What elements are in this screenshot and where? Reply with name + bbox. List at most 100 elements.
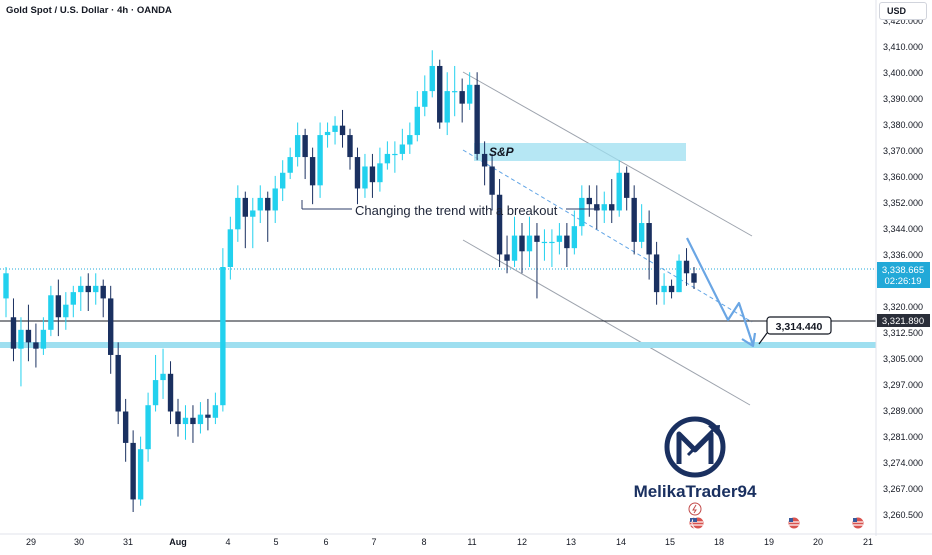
candle: [287, 147, 293, 180]
candle: [624, 166, 630, 211]
y-tick-label: 3,274.000: [883, 458, 923, 468]
candle: [511, 216, 518, 267]
candle: [579, 185, 585, 236]
candle: [18, 317, 24, 387]
trend-note: Changing the trend with a breakout: [355, 203, 558, 218]
candle: [145, 392, 151, 462]
lightning-icon[interactable]: [688, 502, 702, 516]
candle: [481, 141, 488, 186]
price-badges: 3,338.665 02:26:19 3,321.890: [877, 262, 930, 327]
x-tick-label: 13: [566, 537, 576, 547]
candle: [40, 317, 47, 355]
level-price-badge: [877, 314, 930, 327]
y-tick-label: 3,281.000: [883, 432, 923, 442]
candle: [399, 128, 406, 161]
candle: [362, 153, 368, 198]
candle: [429, 50, 435, 98]
candle: [638, 204, 645, 249]
candle: [691, 267, 697, 289]
candle: [676, 254, 682, 293]
candle: [526, 216, 533, 267]
candle: [369, 153, 376, 198]
candle: [444, 72, 450, 136]
candle: [55, 279, 62, 337]
candle: [586, 185, 592, 217]
support-zone: [0, 342, 877, 348]
candle: [227, 216, 234, 280]
candle: [294, 122, 301, 167]
candle: [122, 398, 129, 462]
candle: [212, 392, 219, 425]
zones: [0, 143, 877, 348]
price-channel[interactable]: [462, 71, 753, 406]
candle: [384, 141, 391, 170]
candle: [10, 298, 17, 362]
candle: [534, 223, 540, 299]
brand-name: MelikaTrader94: [634, 482, 757, 501]
candle: [414, 91, 420, 142]
us-flag-icon[interactable]: [851, 516, 865, 530]
event-markers[interactable]: [688, 502, 865, 530]
candle: [70, 285, 76, 318]
time-axis[interactable]: 29 30 31 Aug 4 5 6 7 8 11 12 13 14 15 18 19 20 21: [0, 533, 932, 547]
y-tick-label: 3,336.000: [883, 250, 923, 260]
candle: [683, 248, 690, 286]
candle: [339, 109, 346, 148]
x-tick-label: 6: [323, 537, 328, 547]
candle: [474, 72, 480, 161]
sp-zone-label: S&P: [489, 145, 515, 159]
projection-line[interactable]: [686, 237, 755, 346]
candle: [115, 342, 121, 425]
y-tick-label: 3,297.000: [883, 380, 923, 390]
chart-title: Gold Spot / U.S. Dollar · 4h · OANDA: [6, 5, 172, 16]
candle: [332, 116, 338, 145]
x-tick-label: 4: [225, 537, 230, 547]
candle: [661, 273, 667, 305]
candle: [280, 160, 286, 202]
us-flag-icon[interactable]: [691, 516, 705, 530]
y-tick-label: 3,320.000: [883, 302, 923, 312]
candle: [324, 122, 331, 148]
target-callout[interactable]: 3,314.440: [758, 316, 832, 345]
candle: [33, 323, 39, 368]
y-tick-label: 3,312.500: [883, 328, 923, 338]
candle: [541, 229, 548, 261]
candle: [496, 179, 503, 267]
x-tick-label: 30: [74, 537, 84, 547]
sp-zone: [474, 143, 686, 161]
horizontal-levels[interactable]: [0, 268, 877, 322]
candle: [422, 75, 428, 117]
candle: [609, 179, 615, 224]
annotations: S&P Changing the trend with a breakout 3…: [301, 145, 832, 345]
candle: [137, 436, 144, 506]
x-tick-label: 8: [421, 537, 426, 547]
candle: [167, 361, 174, 425]
candle: [302, 128, 308, 180]
target-label: 3,314.440: [776, 321, 823, 333]
candle: [48, 285, 54, 337]
candle: [549, 229, 555, 267]
candle: [85, 273, 91, 311]
candle: [175, 398, 181, 437]
x-tick-label: 19: [764, 537, 774, 547]
candle: [25, 304, 32, 362]
candle: [250, 197, 256, 249]
candle: [220, 248, 226, 412]
candle: [108, 285, 114, 374]
candle: [392, 141, 398, 173]
candle: [242, 191, 248, 249]
projection-path[interactable]: [686, 237, 757, 348]
us-flag-icon[interactable]: [787, 516, 801, 530]
y-tick-label: 3,260.500: [883, 510, 923, 520]
candle: [3, 267, 9, 318]
x-tick-label: 11: [467, 537, 476, 547]
candle: [519, 223, 525, 274]
candle: [354, 147, 361, 205]
y-tick-label: 3,400.000: [883, 68, 923, 78]
candle: [504, 235, 510, 274]
candle: [452, 65, 458, 117]
candle: [646, 210, 652, 280]
currency-button[interactable]: USD: [879, 2, 927, 20]
